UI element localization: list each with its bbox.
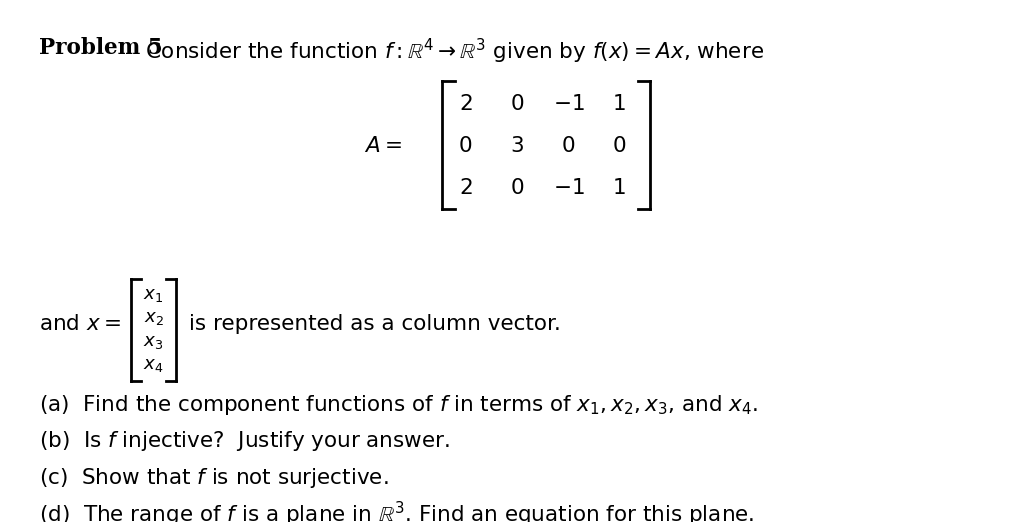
Text: 1: 1 xyxy=(612,94,627,114)
Text: (b)  Is $f$ injective?  Justify your answer.: (b) Is $f$ injective? Justify your answe… xyxy=(39,429,450,453)
Text: Consider the function $f : \mathbb{R}^4 \to \mathbb{R}^3$ given by $f(x) = Ax$, : Consider the function $f : \mathbb{R}^4 … xyxy=(139,37,764,66)
Text: 0: 0 xyxy=(510,178,524,198)
Text: $-1$: $-1$ xyxy=(553,178,584,198)
Text: 0: 0 xyxy=(561,136,575,156)
Text: 0: 0 xyxy=(459,136,473,156)
Text: is represented as a column vector.: is represented as a column vector. xyxy=(189,314,561,334)
Text: $A = $: $A = $ xyxy=(364,136,401,156)
Text: $-1$: $-1$ xyxy=(553,94,584,114)
Text: Problem 5: Problem 5 xyxy=(39,37,163,58)
Text: $x_4$: $x_4$ xyxy=(143,357,164,374)
Text: 0: 0 xyxy=(510,94,524,114)
Text: (c)  Show that $f$ is not surjective.: (c) Show that $f$ is not surjective. xyxy=(39,466,388,490)
Text: 2: 2 xyxy=(459,94,473,114)
Text: (d)  The range of $f$ is a plane in $\mathbb{R}^3$. Find an equation for this pl: (d) The range of $f$ is a plane in $\mat… xyxy=(39,500,755,522)
Text: 2: 2 xyxy=(459,178,473,198)
Text: 1: 1 xyxy=(612,178,627,198)
Text: (a)  Find the component functions of $f$ in terms of $x_1, x_2, x_3$, and $x_4$.: (a) Find the component functions of $f$ … xyxy=(39,393,758,417)
Text: $x_2$: $x_2$ xyxy=(143,310,164,327)
Text: $x_1$: $x_1$ xyxy=(143,286,164,304)
Text: $x_3$: $x_3$ xyxy=(143,333,164,351)
Text: 3: 3 xyxy=(510,136,524,156)
Text: and $x = $: and $x = $ xyxy=(39,314,121,334)
Text: 0: 0 xyxy=(612,136,627,156)
